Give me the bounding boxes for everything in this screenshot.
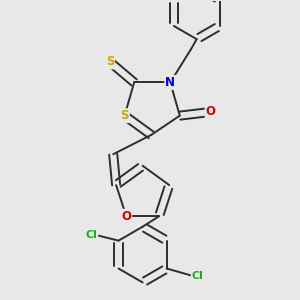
- Text: Cl: Cl: [192, 271, 204, 281]
- Text: Cl: Cl: [85, 230, 97, 240]
- Text: O: O: [206, 106, 216, 118]
- Text: N: N: [165, 76, 175, 89]
- Text: S: S: [120, 109, 129, 122]
- Text: S: S: [106, 56, 114, 68]
- Text: O: O: [121, 210, 131, 223]
